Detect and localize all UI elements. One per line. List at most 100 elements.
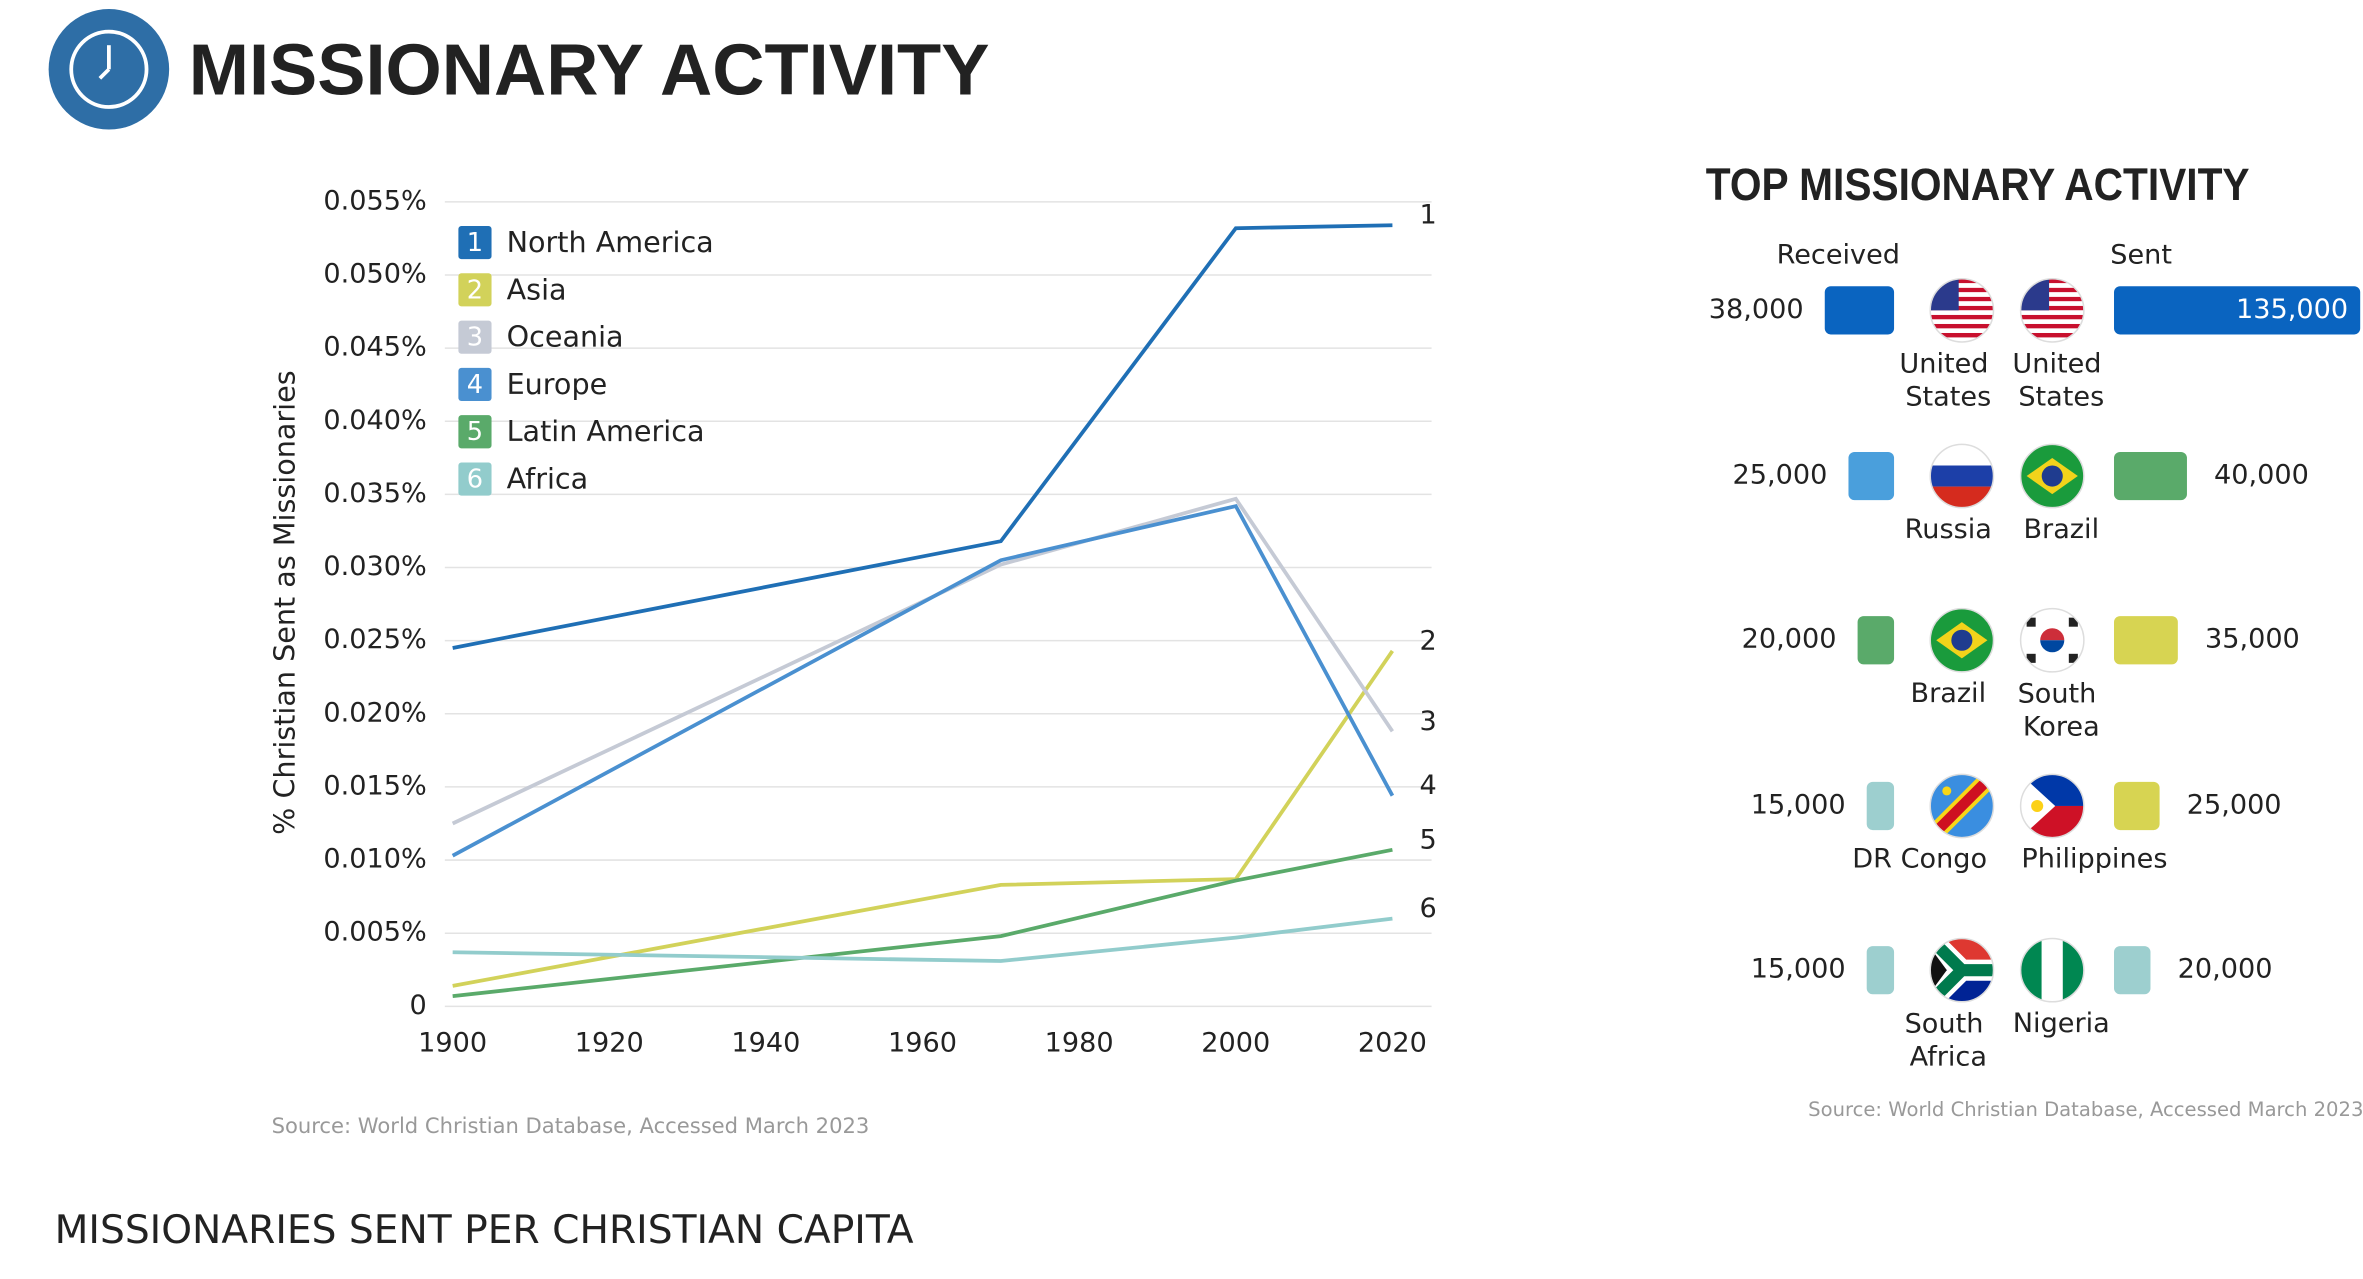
received-value: 20,000: [1742, 624, 1837, 655]
flag-border: [1929, 277, 1995, 343]
y-tick-label: 0.045%: [323, 332, 426, 363]
flag-part: [2026, 653, 2036, 663]
end-label: 2: [1420, 625, 1437, 656]
flag: [1930, 278, 1994, 342]
legend-number: 6: [467, 465, 483, 495]
legend-swatch: [458, 367, 492, 402]
x-tick-label: 2020: [1358, 1027, 1427, 1058]
flag-part: [2020, 287, 2084, 293]
flag: [2020, 938, 2084, 1002]
received-value: 15,000: [1751, 954, 1846, 985]
flag-part: [2020, 319, 2084, 324]
flag-border: [2019, 607, 2085, 673]
country-name: United States: [2012, 348, 2110, 412]
received-bar: [1866, 946, 1895, 995]
flag-part: [1930, 310, 1994, 315]
flag-part: [2020, 332, 2084, 338]
sent-bar: [2114, 286, 2361, 335]
country-name: Russia: [1905, 514, 1992, 545]
series-line: [452, 223, 1393, 650]
y-tick-label: 0.025%: [323, 624, 426, 655]
y-tick-label: 0.040%: [323, 405, 426, 436]
flag-part: [1951, 629, 1973, 651]
y-tick-label: 0.030%: [323, 551, 426, 582]
legend-number: 2: [467, 275, 483, 305]
flag: [1930, 774, 1994, 838]
flag-part: [1930, 465, 1994, 487]
country-name: South Korea: [2018, 678, 2105, 742]
country-name: DR Congo: [1852, 844, 1987, 875]
flag-part: [2020, 301, 2084, 306]
x-tick-label: 1980: [1045, 1027, 1114, 1058]
clock-icon: [48, 9, 170, 130]
flag-part: [1930, 319, 1994, 324]
y-tick-label: 0.010%: [323, 844, 426, 875]
legend-label: Europe: [507, 367, 608, 401]
end-label: 6: [1420, 893, 1437, 924]
legend-swatch: [458, 225, 492, 260]
flag-part: [2062, 938, 2084, 1002]
received-bar: [1857, 616, 1895, 665]
flag-border: [2019, 773, 2085, 839]
flag-border: [1929, 937, 1995, 1003]
flag: [2020, 774, 2084, 838]
sent-value: 20,000: [2178, 954, 2273, 985]
received-value: 15,000: [1751, 789, 1846, 820]
legend-swatch: [458, 462, 492, 496]
flag-part: [2041, 465, 2063, 487]
y-tick-label: 0: [410, 990, 427, 1021]
series-line: [452, 916, 1393, 963]
x-tick-label: 1920: [575, 1027, 644, 1058]
y-tick-label: 0.020%: [323, 697, 426, 728]
sent-bar: [2114, 616, 2178, 665]
y-tick-label: 0.035%: [323, 478, 426, 509]
legend-swatch: [458, 320, 492, 354]
sent-value: 40,000: [2214, 460, 2309, 491]
flag-border: [2019, 937, 2085, 1003]
flag-part: [2068, 653, 2078, 663]
sent-value: 135,000: [2236, 294, 2348, 325]
flag-part: [1942, 786, 1952, 796]
flag-part: [2020, 278, 2084, 284]
received-label: Received: [1777, 240, 1900, 271]
flag-part: [2020, 323, 2084, 329]
legend-swatch: [458, 415, 492, 449]
flag-part: [2020, 283, 2084, 288]
flag-part: [2031, 799, 2044, 812]
flag-part: [2020, 292, 2084, 297]
flag: [2020, 608, 2084, 672]
flag-part: [2020, 938, 2042, 1002]
flag-part: [1930, 323, 1994, 329]
y-tick-label: 0.050%: [323, 259, 426, 290]
flag-part: [1930, 328, 1994, 333]
flag-part: [1930, 486, 1994, 508]
flag-part: [1930, 444, 1994, 466]
flag-border: [1929, 773, 1995, 839]
received-value: 38,000: [1709, 294, 1804, 325]
legend-swatch: [458, 273, 492, 307]
flag-part: [1930, 947, 1947, 993]
flag-part: [1930, 332, 1994, 338]
end-label: 3: [1420, 706, 1437, 737]
flag-part: [1930, 314, 1994, 320]
sent-bar: [2114, 451, 2187, 501]
legend-number: 5: [467, 417, 483, 447]
source: Source: World Christian Database, Access…: [272, 1113, 870, 1138]
flag-part: [2020, 310, 2084, 315]
x-tick-label: 1940: [731, 1027, 800, 1058]
country-name: Philippines: [2021, 844, 2167, 875]
flag-part: [2020, 296, 2084, 302]
flag: [1930, 608, 1994, 672]
y-tick-label: 0.015%: [323, 770, 426, 801]
legend-label: North America: [507, 225, 714, 259]
country-name: Nigeria: [2013, 1008, 2110, 1039]
flag-part: [1930, 774, 1994, 838]
legend-number: 4: [467, 370, 483, 400]
x-tick-label: 1960: [888, 1027, 957, 1058]
received-value: 25,000: [1733, 460, 1828, 491]
sent-bar: [2114, 946, 2151, 995]
series-line: [452, 649, 1394, 988]
x-tick-label: 1900: [418, 1027, 487, 1058]
